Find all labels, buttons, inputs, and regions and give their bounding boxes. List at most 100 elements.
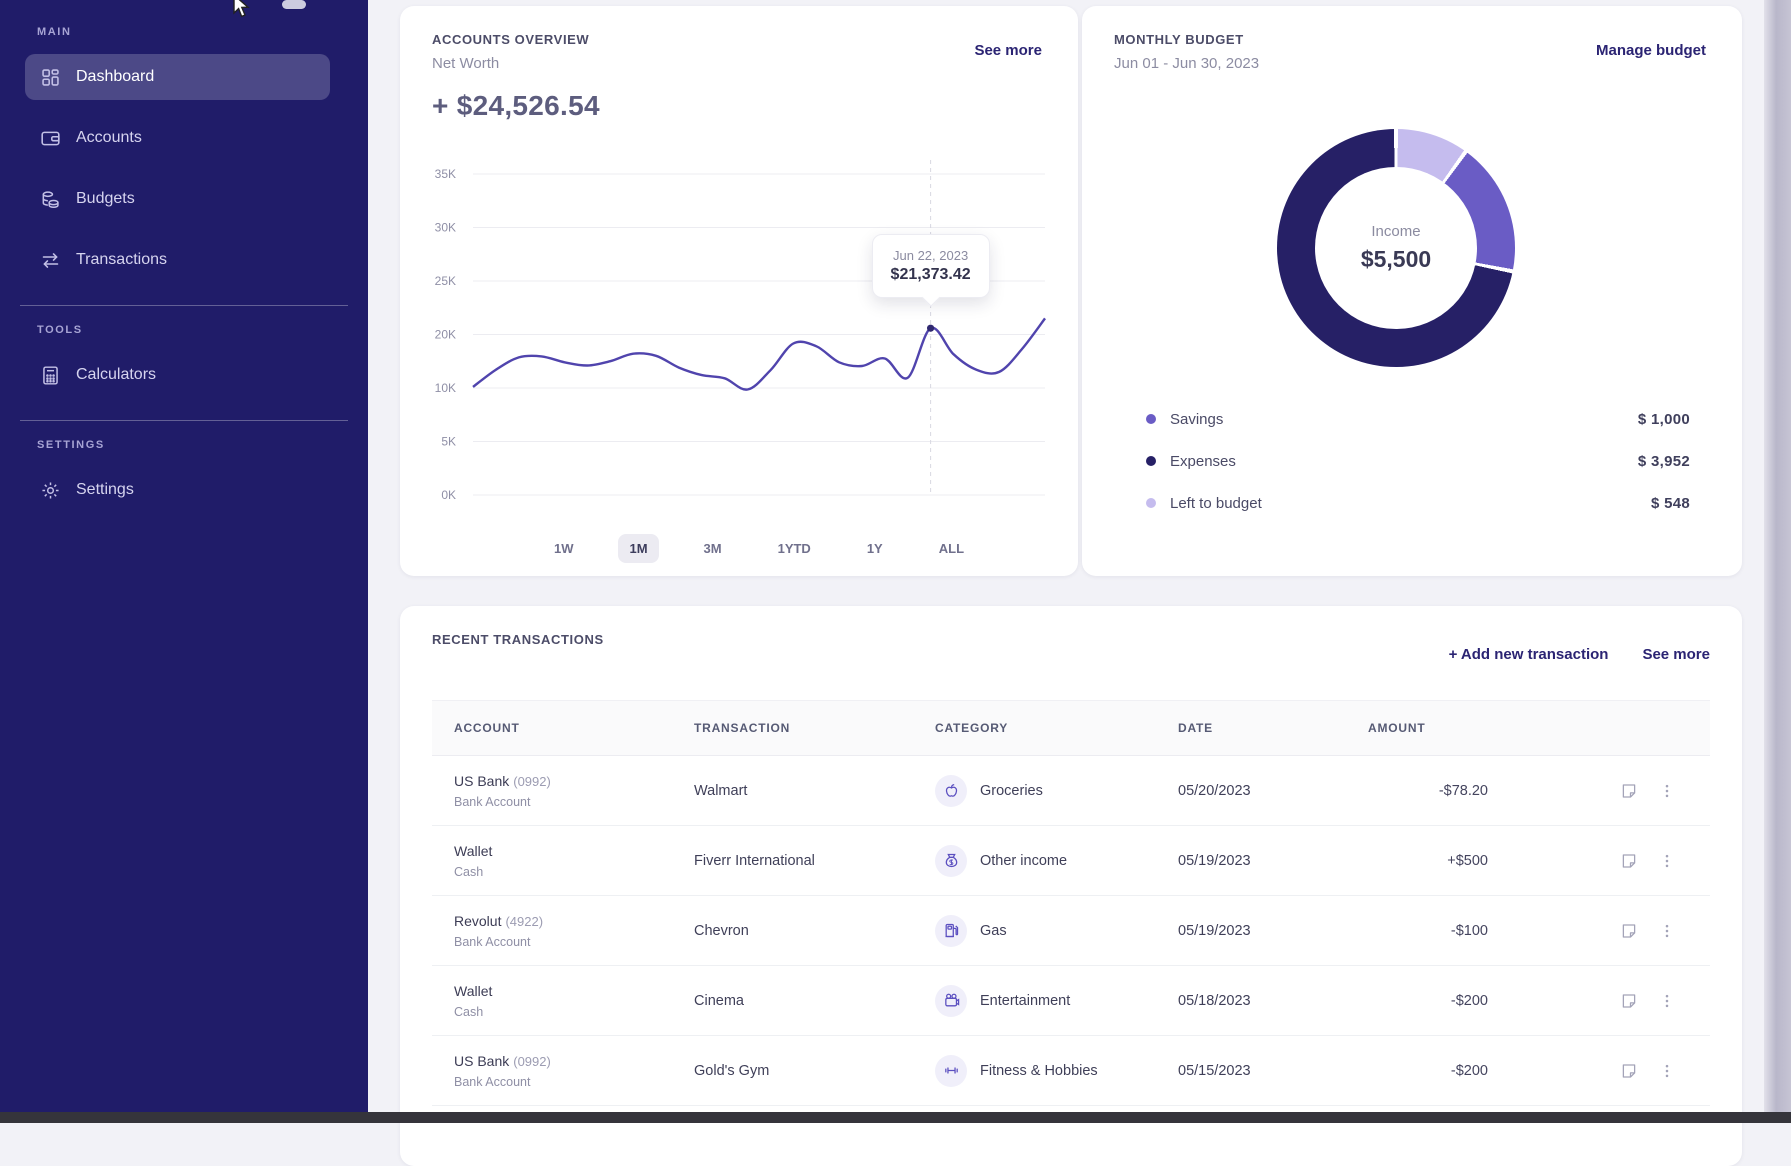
transfer-arrows-icon (40, 250, 61, 271)
tooltip-value: $21,373.42 (890, 266, 971, 284)
svg-text:10K: 10K (435, 381, 456, 395)
monthly-budget-card: MONTHLY BUDGET Jun 01 - Jun 30, 2023 Man… (1082, 6, 1742, 576)
budget-period: Jun 01 - Jun 30, 2023 (1114, 55, 1260, 72)
category-cell: Fitness & Hobbies (935, 1054, 1178, 1087)
category-cell: Entertainment (935, 984, 1178, 1017)
sidebar-scrollbar-thumb[interactable] (282, 0, 306, 9)
add-new-transaction-button[interactable]: + Add new transaction (1448, 646, 1609, 663)
chart-tooltip: Jun 22, 2023 $21,373.42 (871, 234, 990, 299)
sidebar-item-dashboard[interactable]: Dashboard (25, 54, 330, 100)
transaction-row-chevron: Revolut (4922) Bank Account Chevron Gas 05/19… (432, 896, 1710, 966)
account-type: Bank Account (454, 934, 531, 949)
svg-text:5K: 5K (441, 435, 456, 449)
dashboard-icon (40, 67, 61, 88)
column-header-transaction: TRANSACTION (694, 721, 791, 735)
account-type: Bank Account (454, 1074, 531, 1089)
sidebar-section-label-main: MAIN (37, 26, 72, 38)
sidebar-item-budgets[interactable]: Budgets (25, 176, 330, 222)
transaction-cell: Gold's Gym (694, 1062, 770, 1079)
transaction-row-walmart: US Bank (0992) Bank Account Walmart Grocerie… (432, 756, 1710, 826)
kebab-menu-icon[interactable] (1658, 852, 1676, 870)
transactions-table: ACCOUNT TRANSACTION CATEGORY DATE AMOUNT US … (432, 700, 1710, 1106)
sidebar-divider (20, 305, 348, 306)
legend-value: $ 548 (1650, 494, 1690, 512)
transaction-row-gold-s-gym: US Bank (0992) Bank Account Gold's Gym Fitne… (432, 1036, 1710, 1106)
sidebar-section-label-settings: SETTINGS (37, 439, 105, 451)
account-number: (0992) (513, 1053, 551, 1069)
account-cell: US Bank (0992) Bank Account (454, 1053, 694, 1089)
calculator-icon (40, 365, 61, 386)
sidebar-item-calculators[interactable]: Calculators (25, 352, 330, 398)
category-label: Entertainment (980, 992, 1071, 1009)
svg-text:25K: 25K (435, 274, 456, 288)
amount-cell: -$78.20 (1438, 782, 1488, 799)
account-number: (4922) (505, 913, 544, 929)
transaction-cell: Walmart (694, 782, 748, 799)
amount-cell: -$200 (1450, 992, 1488, 1009)
see-more-link-overview[interactable]: See more (974, 42, 1042, 59)
note-icon[interactable] (1620, 852, 1638, 870)
legend-row-left-to-budget: Left to budget $ 548 (1146, 482, 1690, 524)
column-header-date: DATE (1178, 721, 1213, 735)
amount-cell: -$200 (1450, 1062, 1488, 1079)
category-cell: Groceries (935, 774, 1178, 807)
row-actions (1488, 782, 1688, 800)
account-name: US Bank (454, 772, 510, 789)
account-cell: Revolut (4922) Bank Account (454, 913, 694, 949)
transaction-cell: Chevron (694, 922, 749, 939)
note-icon[interactable] (1620, 782, 1638, 800)
category-label: Gas (980, 922, 1007, 939)
legend-value: $ 1,000 (1637, 410, 1690, 428)
account-type: Cash (454, 864, 484, 879)
svg-text:20K: 20K (435, 328, 456, 342)
sidebar-item-label: Transactions (76, 251, 167, 268)
account-name: US Bank (454, 1052, 510, 1069)
sidebar-item-label: Calculators (76, 366, 157, 383)
recent-transactions-title: RECENT TRANSACTIONS (432, 632, 604, 647)
legend-dot (1146, 498, 1156, 508)
sidebar-item-transactions[interactable]: Transactions (25, 237, 330, 283)
kebab-menu-icon[interactable] (1658, 1062, 1676, 1080)
sidebar-item-label: Settings (76, 481, 134, 498)
range-button-1y[interactable]: 1Y (856, 534, 894, 563)
column-header-account: ACCOUNT (454, 721, 520, 735)
account-type: Bank Account (454, 794, 531, 809)
monthly-budget-title: MONTHLY BUDGET (1114, 32, 1244, 47)
kebab-menu-icon[interactable] (1658, 782, 1676, 800)
kebab-menu-icon[interactable] (1658, 992, 1676, 1010)
note-icon[interactable] (1620, 992, 1638, 1010)
row-actions (1488, 992, 1688, 1010)
range-button-1w[interactable]: 1W (543, 534, 585, 563)
legend-value: $ 3,952 (1637, 452, 1690, 470)
note-icon[interactable] (1620, 1062, 1638, 1080)
range-button-3m[interactable]: 3M (693, 534, 733, 563)
money-bag-icon (935, 844, 967, 877)
transaction-cell: Fiverr International (694, 852, 815, 869)
window-scrollbar[interactable] (1764, 0, 1791, 1123)
category-cell: Other income (935, 844, 1178, 877)
kebab-menu-icon[interactable] (1658, 922, 1676, 940)
see-more-link-transactions[interactable]: See more (1642, 646, 1710, 663)
manage-budget-link[interactable]: Manage budget (1595, 42, 1706, 59)
row-actions (1488, 922, 1688, 940)
note-icon[interactable] (1620, 922, 1638, 940)
highlighted-data-point (927, 324, 935, 332)
sidebar-item-accounts[interactable]: Accounts (25, 115, 330, 161)
sidebar-item-label: Budgets (76, 190, 135, 207)
legend-dot (1146, 456, 1156, 466)
sidebar-item-label: Dashboard (76, 68, 155, 85)
account-cell: Wallet Cash (454, 983, 694, 1019)
amount-cell: +$500 (1447, 852, 1488, 869)
range-button-1ytd[interactable]: 1YTD (767, 534, 822, 563)
donut-center-value: $5,500 (1360, 246, 1432, 272)
sidebar-item-settings[interactable]: Settings (25, 467, 330, 513)
range-button-all[interactable]: ALL (928, 534, 975, 563)
accounts-overview-title: ACCOUNTS OVERVIEW (432, 32, 590, 47)
account-name: Wallet (454, 842, 493, 859)
range-button-1m[interactable]: 1M (618, 534, 659, 563)
wallet-icon (40, 128, 61, 149)
svg-text:35K: 35K (435, 167, 456, 181)
dumbbell-icon (935, 1054, 967, 1087)
account-name: Revolut (454, 912, 502, 929)
sidebar-item-label: Accounts (76, 129, 142, 146)
